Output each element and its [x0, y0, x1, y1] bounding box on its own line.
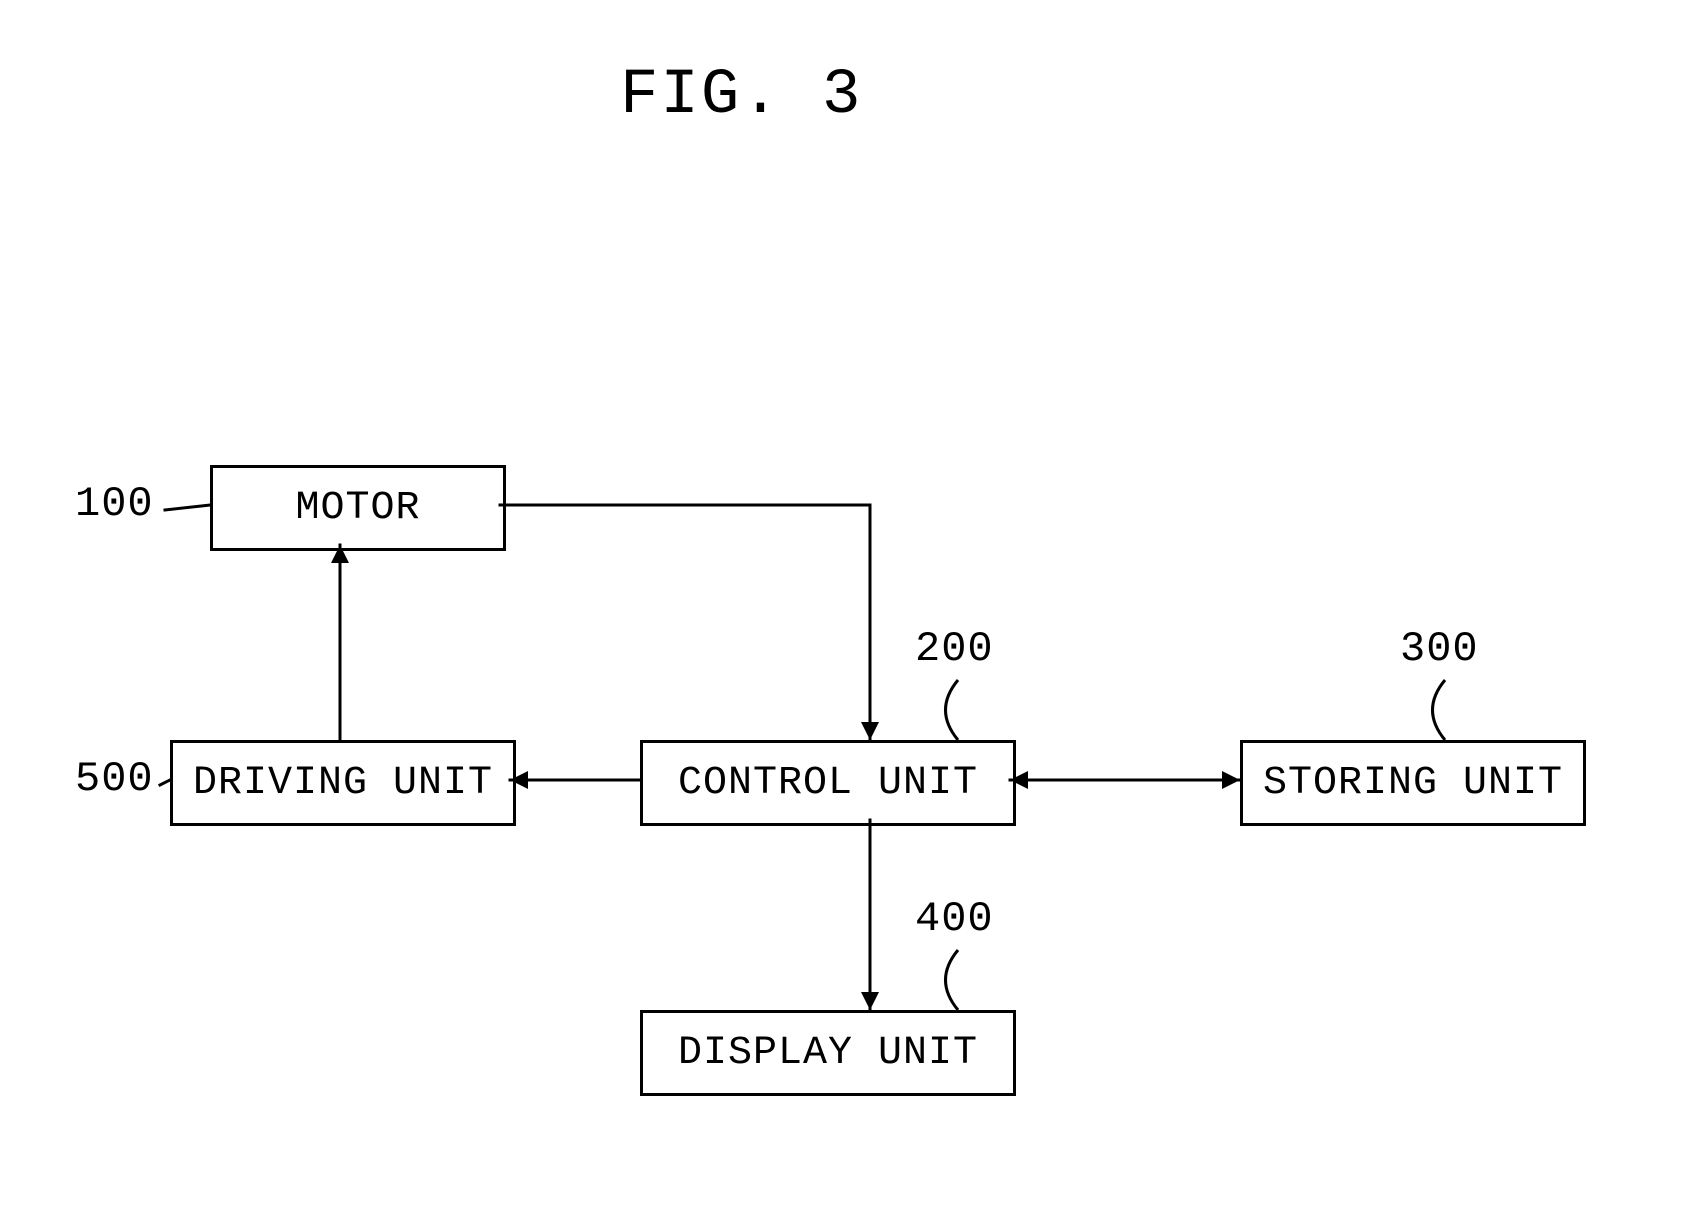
- node-driving: DRIVING UNIT: [170, 740, 516, 826]
- ref-100: 100: [75, 480, 154, 528]
- node-storing: STORING UNIT: [1240, 740, 1586, 826]
- node-control-label: CONTROL UNIT: [678, 761, 978, 806]
- node-storing-label: STORING UNIT: [1263, 761, 1563, 806]
- node-motor: MOTOR: [210, 465, 506, 551]
- ref-300: 300: [1400, 625, 1479, 673]
- ref-200: 200: [915, 625, 994, 673]
- ref-500: 500: [75, 755, 154, 803]
- node-control: CONTROL UNIT: [640, 740, 1016, 826]
- node-driving-label: DRIVING UNIT: [193, 761, 493, 806]
- figure-title: FIG. 3: [620, 60, 862, 132]
- node-display: DISPLAY UNIT: [640, 1010, 1016, 1096]
- node-motor-label: MOTOR: [295, 486, 420, 531]
- node-display-label: DISPLAY UNIT: [678, 1031, 978, 1076]
- ref-400: 400: [915, 895, 994, 943]
